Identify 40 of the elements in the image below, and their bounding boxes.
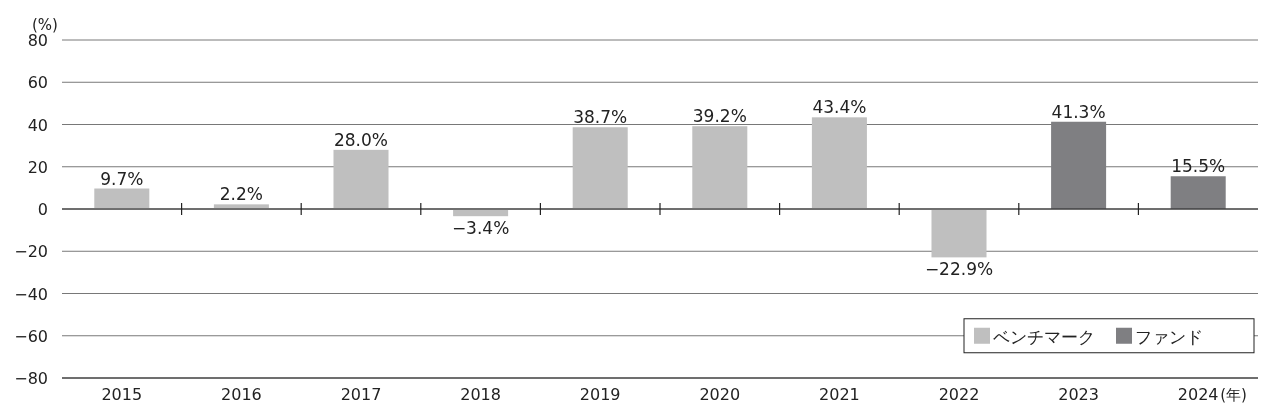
x-tick-label: 2015 [101,385,143,404]
x-tick-label: 2023 [1058,385,1099,404]
x-axis-title: (年) [1220,386,1247,404]
y-tick-label: −80 [14,369,48,388]
data-label: 2.2% [219,184,263,205]
bar [1051,121,1107,209]
bar [931,209,987,258]
x-tick-label: 2022 [938,385,980,404]
bar [811,117,867,209]
x-tick-label: 2024 [1177,385,1219,404]
data-label: 15.5% [1171,156,1226,177]
x-tick-label: 2018 [460,385,501,404]
bar [94,188,150,209]
y-tick-label: 60 [27,73,48,93]
y-tick-label: −60 [14,326,48,346]
y-axis-title: (%) [32,16,58,34]
y-tick-label: 40 [27,115,48,135]
x-tick-label: 2017 [340,385,382,404]
y-tick-label: −20 [14,242,48,262]
y-tick-label: 0 [37,200,48,219]
data-label: 41.3% [1051,101,1106,122]
x-tick-label: 2016 [221,385,262,404]
data-label: 43.4% [812,97,867,118]
data-label: 28.0% [333,129,389,150]
data-label: 38.7% [573,107,628,128]
bar [692,126,748,209]
bar [1170,176,1226,209]
y-tick-label: −40 [14,284,48,304]
legend-label: ベンチマーク [993,326,1095,347]
data-label: −22.9% [924,259,994,280]
bar [333,149,389,209]
x-tick-label: 2021 [819,385,860,404]
data-label: 9.7% [100,168,144,189]
data-label: −3.4% [451,218,510,239]
x-tick-label: 2019 [579,385,621,404]
x-tick-label: 2020 [699,385,741,404]
bar [572,127,628,209]
legend-label: ファンド [1135,326,1203,347]
y-tick-label: 20 [27,157,48,177]
data-label: 39.2% [692,106,747,127]
